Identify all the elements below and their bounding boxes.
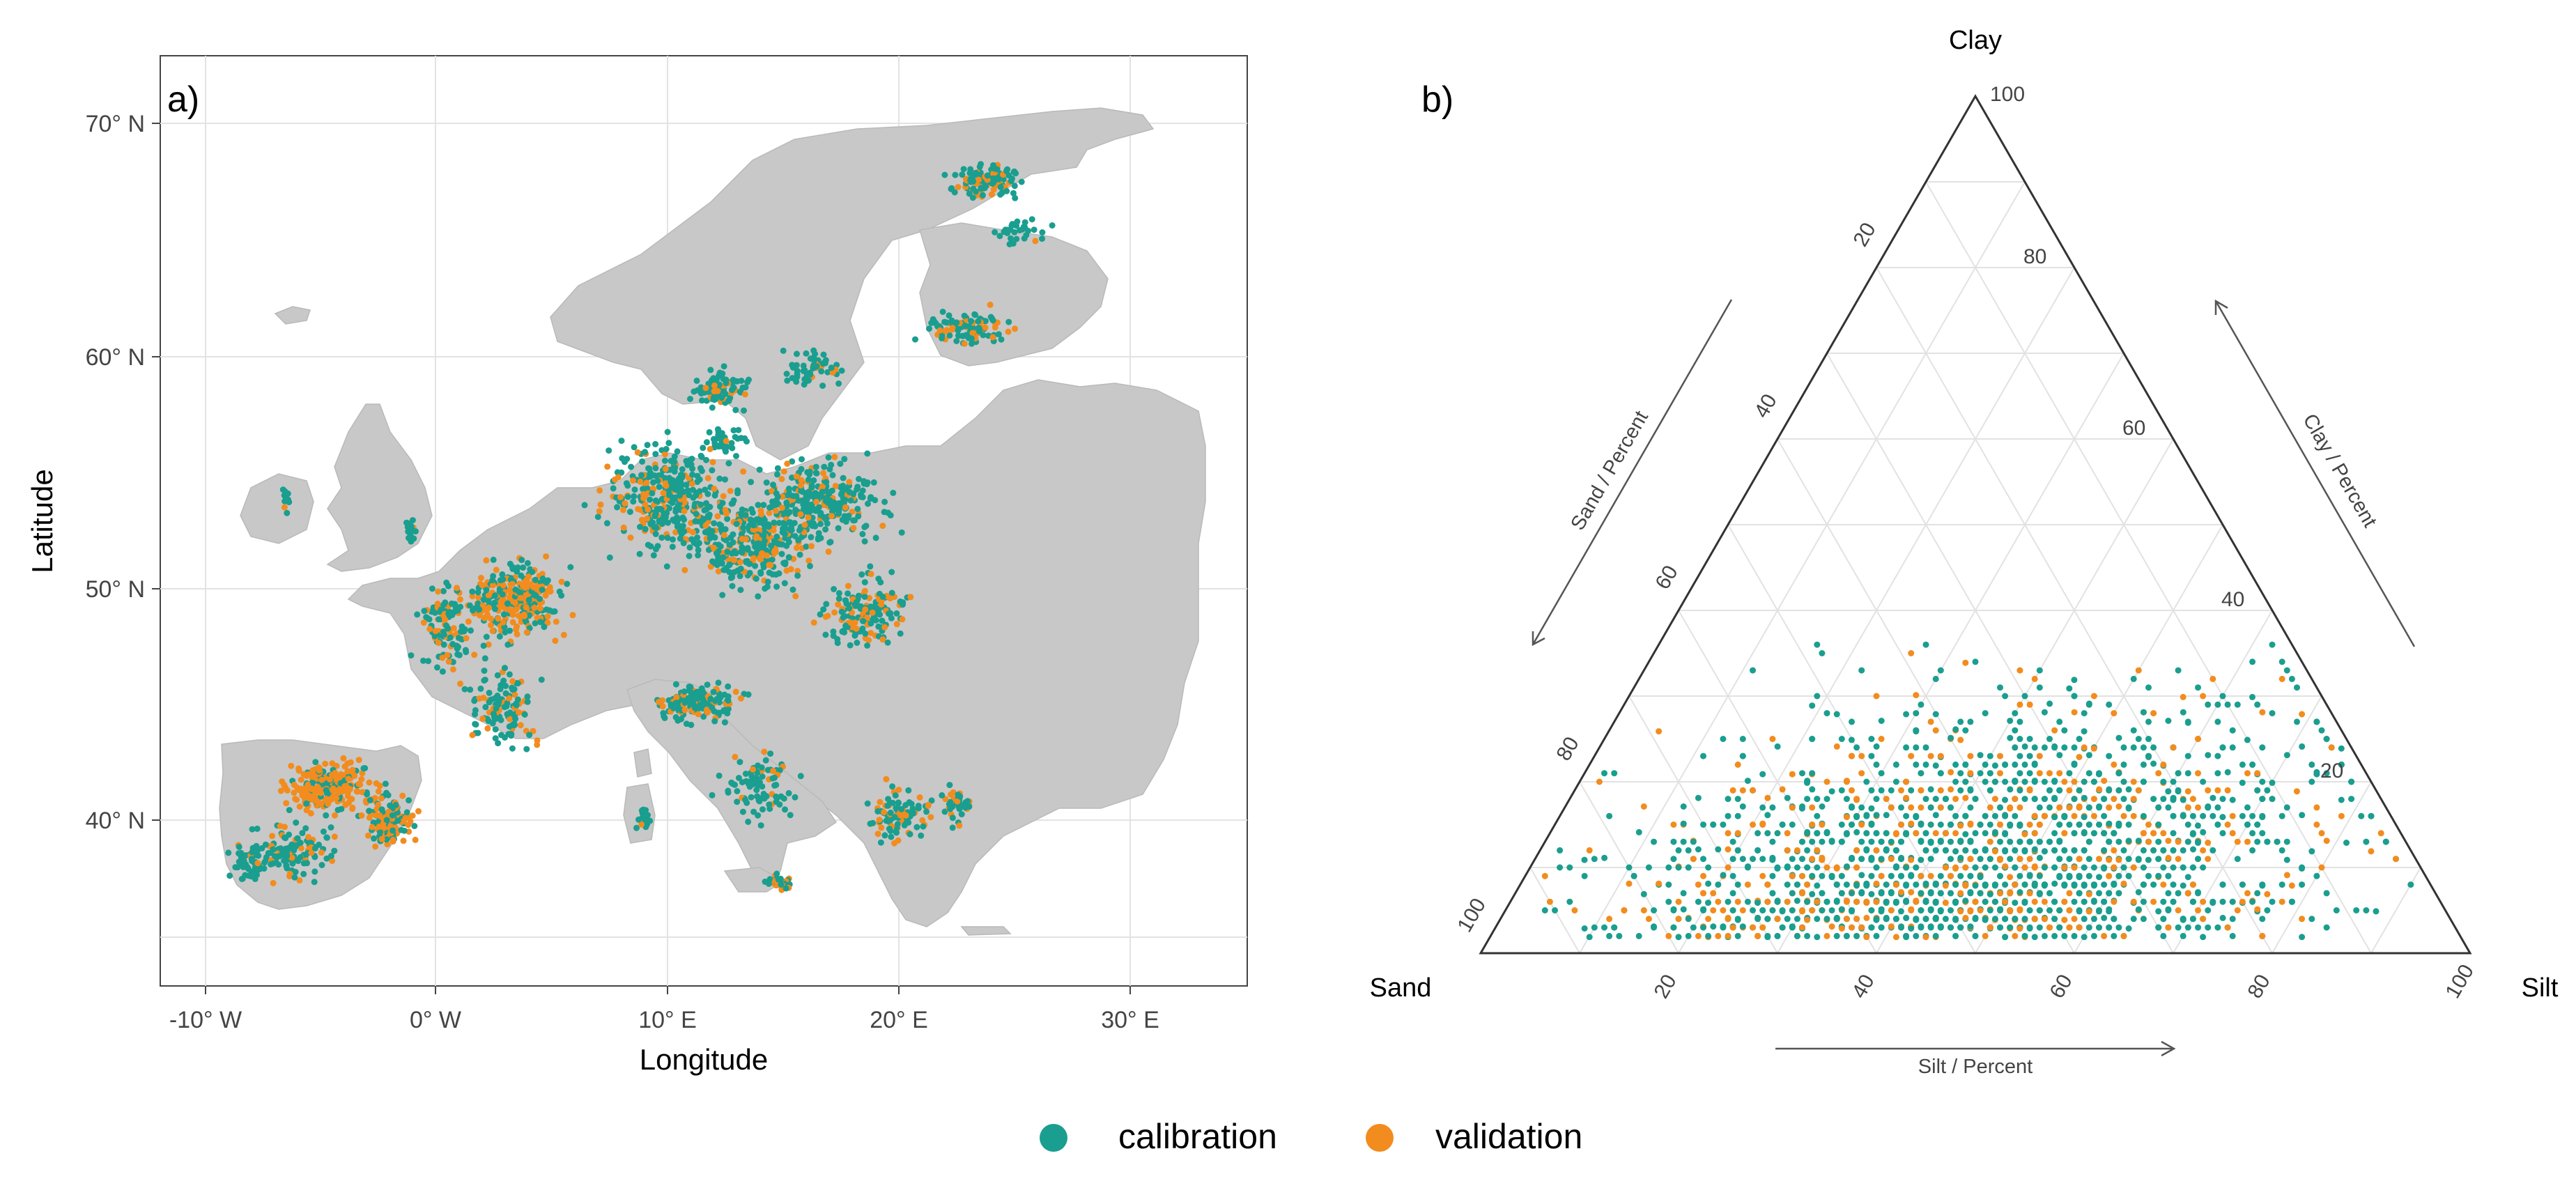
lon-tick-label: 20° E xyxy=(870,1007,928,1033)
lon-tick-label: 30° E xyxy=(1101,1007,1159,1033)
silt-tick-label: 40 xyxy=(1847,971,1879,1002)
clay-tick-label: 40 xyxy=(2221,588,2244,611)
crete xyxy=(962,927,1010,935)
panel-b-ternary: b) Clay Sand Silt 20 40 60 80 100 20 40 … xyxy=(1370,26,2559,1078)
sand-axis-arrow xyxy=(1533,300,1732,645)
corner-label-sand: Sand xyxy=(1370,973,1432,1003)
silt-tick-label: 80 xyxy=(2243,971,2274,1002)
clay-tick-label: 60 xyxy=(2122,417,2145,440)
y-axis-title: Latitude xyxy=(26,469,59,573)
panel-a-label: a) xyxy=(167,79,199,120)
panel-a-map: a) -10° W 0° W 10° E 20° E 30° E 40° N 5… xyxy=(26,56,1247,1076)
corner-label-clay: Clay xyxy=(1949,26,2002,55)
lat-tick-label: 40° N xyxy=(86,808,145,834)
sand-tick-label: 40 xyxy=(1750,390,1781,422)
clay-axis-arrow xyxy=(2216,301,2414,647)
legend: calibration validation xyxy=(1040,1117,1582,1156)
lat-tick-label: 70° N xyxy=(86,111,145,137)
lat-tick-label: 50° N xyxy=(86,576,145,603)
x-axis-title: Longitude xyxy=(640,1043,769,1076)
clay-tick-label: 100 xyxy=(1990,83,2025,106)
panel-b-label: b) xyxy=(1421,79,1453,120)
silt-tick-label: 100 xyxy=(2441,961,2478,1003)
silt-axis-title: Silt / Percent xyxy=(1918,1056,2033,1078)
legend-calibration-label: calibration xyxy=(1118,1117,1277,1156)
legend-validation-label: validation xyxy=(1435,1117,1582,1156)
clay-tick-label: 80 xyxy=(2023,245,2046,268)
silt-tick-label: 20 xyxy=(1649,971,1681,1002)
legend-calibration-swatch xyxy=(1040,1124,1067,1152)
lat-tick-label: 60° N xyxy=(86,344,145,371)
lon-tick-label: -10° W xyxy=(169,1007,242,1033)
sand-tick-label: 80 xyxy=(1552,733,1583,764)
corsica xyxy=(634,749,651,777)
lon-tick-label: 0° W xyxy=(410,1007,461,1033)
sand-axis-title: Sand / Percent xyxy=(1566,407,1653,534)
sand-tick-label: 60 xyxy=(1651,562,1682,593)
lon-tick-label: 10° E xyxy=(638,1007,697,1033)
clay-tick-label: 20 xyxy=(2320,759,2343,782)
sand-tick-label: 20 xyxy=(1849,219,1880,250)
legend-validation-swatch xyxy=(1366,1124,1394,1152)
silt-tick-label: 60 xyxy=(2045,971,2076,1002)
sand-tick-label: 100 xyxy=(1453,895,1490,936)
clay-axis-title: Clay / Percent xyxy=(2298,410,2381,532)
corner-label-silt: Silt xyxy=(2522,973,2559,1003)
